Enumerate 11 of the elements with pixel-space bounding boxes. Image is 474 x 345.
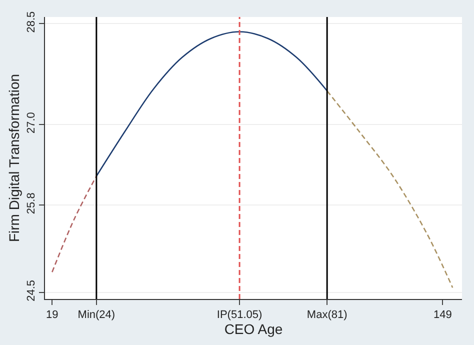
x-tick-label: 149 — [433, 309, 452, 322]
x-axis-title: CEO Age — [224, 321, 283, 338]
x-tick-label: Min(24) — [78, 309, 116, 322]
y-tick-label: 25.8 — [26, 192, 38, 214]
y-tick-label: 24.5 — [26, 280, 38, 302]
y-axis-title: Firm Digital Transformation — [6, 74, 22, 242]
x-tick-label: IP(51.05) — [216, 309, 262, 322]
x-tick-label: 19 — [46, 309, 58, 322]
y-tick-label: 28.5 — [26, 11, 38, 33]
x-tick-label: Max(81) — [306, 309, 348, 322]
y-tick-label: 27.0 — [26, 112, 38, 134]
